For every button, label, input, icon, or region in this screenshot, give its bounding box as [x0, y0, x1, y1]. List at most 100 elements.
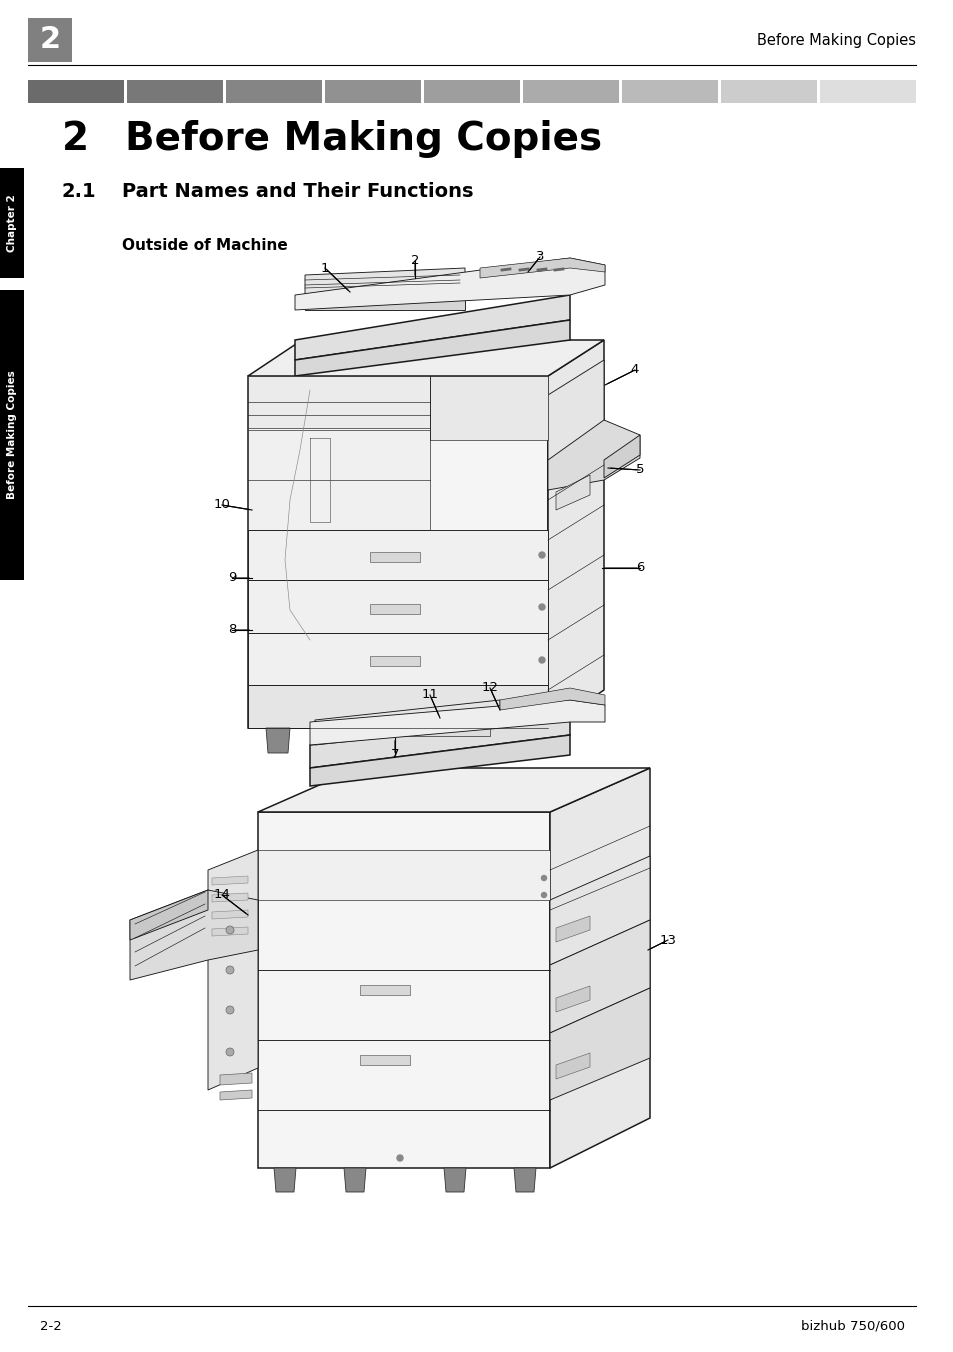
Text: 10: 10 [213, 499, 231, 511]
Text: 5: 5 [635, 464, 643, 476]
Bar [621, 80, 718, 103]
Polygon shape [294, 295, 569, 360]
Bar [720, 80, 816, 103]
Polygon shape [547, 420, 639, 489]
Text: Chapter 2: Chapter 2 [7, 195, 17, 251]
Polygon shape [603, 435, 639, 479]
Polygon shape [130, 890, 257, 980]
Polygon shape [212, 910, 248, 919]
Text: 2: 2 [62, 120, 89, 158]
Bar [28, 80, 124, 103]
Polygon shape [248, 376, 430, 429]
Polygon shape [514, 1168, 536, 1192]
Text: 3: 3 [536, 250, 543, 264]
Text: Before Making Copies: Before Making Copies [757, 32, 915, 47]
Text: 2-2: 2-2 [40, 1320, 62, 1333]
Text: 11: 11 [421, 688, 438, 702]
Polygon shape [257, 850, 550, 900]
Circle shape [541, 876, 546, 880]
Polygon shape [248, 339, 603, 376]
Polygon shape [212, 876, 248, 886]
Text: Part Names and Their Functions: Part Names and Their Functions [122, 183, 473, 201]
Polygon shape [479, 258, 604, 279]
Polygon shape [257, 768, 649, 813]
Polygon shape [547, 360, 603, 489]
Polygon shape [550, 988, 649, 1101]
Polygon shape [310, 726, 490, 735]
Text: 7: 7 [391, 749, 399, 761]
Text: 6: 6 [635, 561, 643, 575]
Polygon shape [220, 1090, 252, 1101]
Polygon shape [359, 1055, 410, 1065]
Text: 13: 13 [659, 933, 676, 946]
Polygon shape [556, 986, 589, 1013]
Polygon shape [370, 604, 419, 614]
Polygon shape [556, 475, 589, 510]
Bar [0, 289, 24, 580]
Polygon shape [547, 339, 603, 727]
Bar [522, 80, 618, 103]
Polygon shape [212, 927, 248, 936]
Circle shape [226, 1006, 233, 1014]
Bar [127, 80, 223, 103]
Polygon shape [212, 894, 248, 902]
Polygon shape [314, 700, 499, 745]
Text: 14: 14 [213, 888, 231, 902]
Polygon shape [248, 633, 547, 685]
Polygon shape [556, 1053, 589, 1079]
Polygon shape [294, 258, 604, 310]
Polygon shape [220, 1073, 252, 1086]
Circle shape [538, 657, 544, 662]
Polygon shape [335, 727, 359, 753]
Polygon shape [248, 430, 430, 530]
Polygon shape [248, 376, 547, 727]
Circle shape [396, 1155, 402, 1161]
Text: bizhub 750/600: bizhub 750/600 [801, 1320, 904, 1333]
Circle shape [541, 892, 546, 898]
Text: 1: 1 [320, 261, 329, 274]
Bar [423, 80, 519, 103]
Text: 8: 8 [228, 623, 236, 637]
Circle shape [538, 552, 544, 558]
Text: Before Making Copies: Before Making Copies [125, 120, 601, 158]
Polygon shape [294, 320, 569, 376]
Bar [819, 80, 915, 103]
Polygon shape [305, 268, 464, 295]
Polygon shape [370, 552, 419, 562]
Polygon shape [130, 890, 208, 940]
Polygon shape [248, 530, 547, 580]
Circle shape [538, 604, 544, 610]
Text: 4: 4 [630, 364, 639, 376]
Polygon shape [257, 813, 550, 1168]
Text: Outside of Machine: Outside of Machine [122, 238, 288, 253]
Polygon shape [248, 685, 547, 727]
Circle shape [226, 1048, 233, 1056]
Text: 2: 2 [411, 254, 418, 266]
Polygon shape [550, 919, 649, 1033]
Polygon shape [310, 700, 604, 745]
Bar [28, 18, 71, 62]
Circle shape [226, 965, 233, 973]
Polygon shape [248, 580, 547, 633]
Text: 12: 12 [481, 681, 498, 695]
Text: 2.1: 2.1 [62, 183, 96, 201]
Polygon shape [344, 1168, 366, 1192]
Polygon shape [436, 727, 459, 753]
Polygon shape [208, 850, 257, 1090]
Bar [0, 168, 24, 279]
Circle shape [226, 926, 233, 934]
Polygon shape [443, 1168, 465, 1192]
Polygon shape [310, 735, 569, 786]
Polygon shape [550, 856, 649, 965]
Polygon shape [499, 688, 604, 710]
Text: Before Making Copies: Before Making Copies [7, 370, 17, 499]
Polygon shape [430, 376, 547, 439]
Bar [226, 80, 322, 103]
Polygon shape [266, 727, 290, 753]
Bar [324, 80, 421, 103]
Polygon shape [274, 1168, 295, 1192]
Text: 9: 9 [228, 572, 236, 584]
Text: 2: 2 [39, 26, 60, 54]
Polygon shape [359, 986, 410, 995]
Polygon shape [550, 768, 649, 1168]
